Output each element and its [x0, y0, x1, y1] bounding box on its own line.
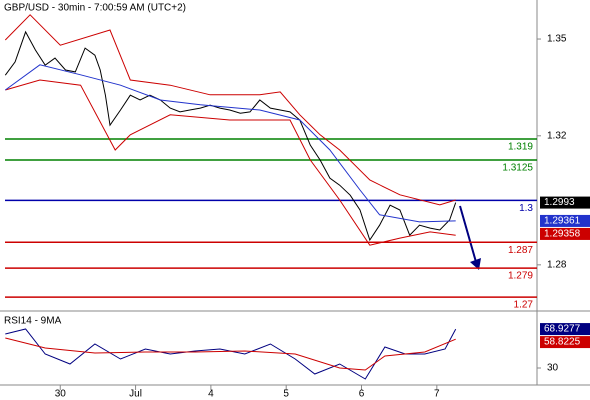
- price-badge-label: 58.8225: [544, 337, 581, 348]
- x-tick-label: 6: [359, 389, 365, 400]
- y-tick-label: 1.28: [547, 259, 567, 270]
- x-tick-label: 30: [55, 389, 67, 400]
- level-label: 1.319: [508, 142, 533, 153]
- price-badge: [540, 336, 590, 349]
- rsi-title: RSI14 - 9MA: [4, 316, 62, 327]
- price-badge: [540, 227, 590, 240]
- x-tick-label: 5: [283, 389, 289, 400]
- y-tick-label: 1.32: [547, 130, 567, 141]
- x-tick-label: Jul: [129, 389, 142, 400]
- price-badge: [540, 196, 590, 209]
- series-line: [5, 337, 456, 371]
- y-tick-label: 1.35: [547, 34, 567, 45]
- x-tick-label: 4: [208, 389, 214, 400]
- series-line: [4, 14, 456, 206]
- price-badge-label: 1.29358: [544, 229, 581, 240]
- price-badge-label: 1.29361: [544, 216, 581, 227]
- price-badge: [540, 323, 590, 336]
- series-line: [4, 30, 457, 242]
- level-label: 1.3: [519, 203, 533, 214]
- forecast-arrow: [459, 205, 477, 263]
- level-label: 1.3125: [502, 163, 533, 174]
- chart-title: GBP/USD - 30min - 7:00:59 AM (UTC+2): [4, 3, 186, 14]
- price-badge-label: 1.2993: [544, 197, 575, 208]
- level-label: 1.287: [508, 245, 533, 256]
- price-badge-label: 68.9277: [544, 324, 581, 335]
- x-tick-label: 7: [434, 389, 440, 400]
- arrow-head: [470, 258, 481, 270]
- series-line: [5, 328, 457, 380]
- price-badge: [540, 214, 590, 227]
- level-label: 1.279: [508, 271, 533, 282]
- level-label: 1.27: [514, 300, 534, 311]
- series-line: [5, 64, 456, 223]
- y-tick-label: 30: [547, 363, 559, 374]
- series-line: [5, 79, 456, 246]
